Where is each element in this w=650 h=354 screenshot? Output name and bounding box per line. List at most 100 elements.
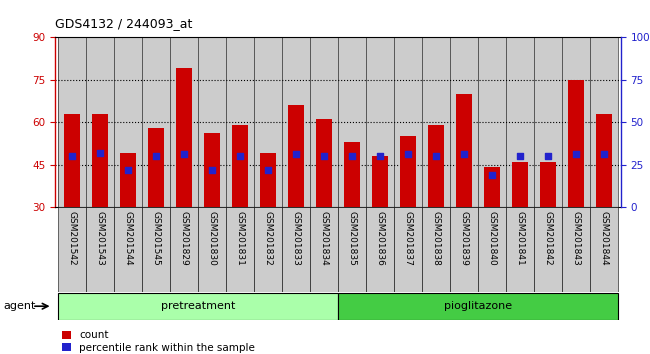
Text: GSM201840: GSM201840 [488, 211, 497, 266]
Bar [198, 207, 226, 292]
Text: GSM201843: GSM201843 [571, 211, 580, 266]
Bar [400, 136, 416, 207]
Bar [478, 207, 506, 292]
Point [95, 150, 105, 155]
Point [599, 152, 609, 157]
Text: GSM201831: GSM201831 [235, 211, 244, 266]
Bar [226, 37, 254, 207]
Point [375, 153, 385, 159]
Point [571, 152, 581, 157]
Text: GSM201542: GSM201542 [68, 211, 77, 266]
Bar [198, 37, 226, 207]
Bar [142, 37, 170, 207]
Bar [596, 114, 612, 207]
Text: GSM201832: GSM201832 [263, 211, 272, 266]
Bar [170, 207, 198, 292]
Bar [506, 37, 534, 207]
Text: GSM201839: GSM201839 [460, 211, 469, 266]
Text: GSM201841: GSM201841 [515, 211, 525, 266]
Bar [282, 37, 310, 207]
Bar [372, 156, 387, 207]
Bar [534, 37, 562, 207]
Bar [478, 37, 506, 207]
Bar [176, 68, 192, 207]
Point [459, 152, 469, 157]
Bar [484, 167, 500, 207]
Bar [92, 114, 108, 207]
Point [515, 153, 525, 159]
Bar [562, 37, 590, 207]
Point [318, 153, 329, 159]
Bar [120, 153, 136, 207]
Point [403, 152, 413, 157]
Text: agent: agent [3, 301, 36, 311]
Bar [506, 207, 534, 292]
Bar [366, 37, 394, 207]
Legend: count, percentile rank within the sample: count, percentile rank within the sample [60, 329, 256, 354]
Bar [254, 37, 282, 207]
Bar [338, 293, 618, 320]
Bar [422, 207, 450, 292]
Text: GSM201837: GSM201837 [404, 211, 413, 266]
Bar [204, 133, 220, 207]
Bar [260, 153, 276, 207]
Bar [58, 37, 86, 207]
Bar [394, 37, 422, 207]
Bar [86, 37, 114, 207]
Point [151, 153, 161, 159]
Bar [534, 207, 562, 292]
Point [543, 153, 553, 159]
Bar [338, 37, 366, 207]
Bar [394, 207, 422, 292]
Bar [456, 94, 472, 207]
Bar [450, 37, 478, 207]
Point [235, 153, 245, 159]
Point [207, 167, 217, 172]
Bar [114, 207, 142, 292]
Bar [58, 293, 338, 320]
Bar [428, 125, 444, 207]
Text: GSM201833: GSM201833 [291, 211, 300, 266]
Bar [64, 114, 80, 207]
Bar [170, 37, 198, 207]
Point [347, 153, 358, 159]
Text: pretreatment: pretreatment [161, 301, 235, 311]
Text: GSM201844: GSM201844 [599, 211, 608, 266]
Bar [590, 207, 618, 292]
Bar [282, 207, 310, 292]
Text: pioglitazone: pioglitazone [444, 301, 512, 311]
Bar [568, 80, 584, 207]
Bar [317, 119, 332, 207]
Bar [540, 162, 556, 207]
Text: GSM201543: GSM201543 [96, 211, 105, 266]
Bar [289, 105, 304, 207]
Text: GSM201834: GSM201834 [320, 211, 328, 266]
Point [263, 167, 273, 172]
Text: GSM201836: GSM201836 [376, 211, 385, 266]
Text: GSM201842: GSM201842 [543, 211, 552, 266]
Text: GSM201829: GSM201829 [179, 211, 188, 266]
Bar [254, 207, 282, 292]
Bar [310, 207, 338, 292]
Text: GDS4132 / 244093_at: GDS4132 / 244093_at [55, 17, 192, 30]
Text: GSM201835: GSM201835 [348, 211, 356, 266]
Bar [226, 207, 254, 292]
Point [291, 152, 301, 157]
Bar [114, 37, 142, 207]
Bar [450, 207, 478, 292]
Bar [310, 37, 338, 207]
Point [179, 152, 189, 157]
Point [123, 167, 133, 172]
Point [487, 172, 497, 178]
Bar [148, 128, 164, 207]
Bar [562, 207, 590, 292]
Bar [338, 207, 366, 292]
Bar [512, 162, 528, 207]
Bar [422, 37, 450, 207]
Bar [344, 142, 359, 207]
Point [67, 153, 77, 159]
Bar [590, 37, 618, 207]
Point [431, 153, 441, 159]
Text: GSM201838: GSM201838 [432, 211, 441, 266]
Text: GSM201830: GSM201830 [207, 211, 216, 266]
